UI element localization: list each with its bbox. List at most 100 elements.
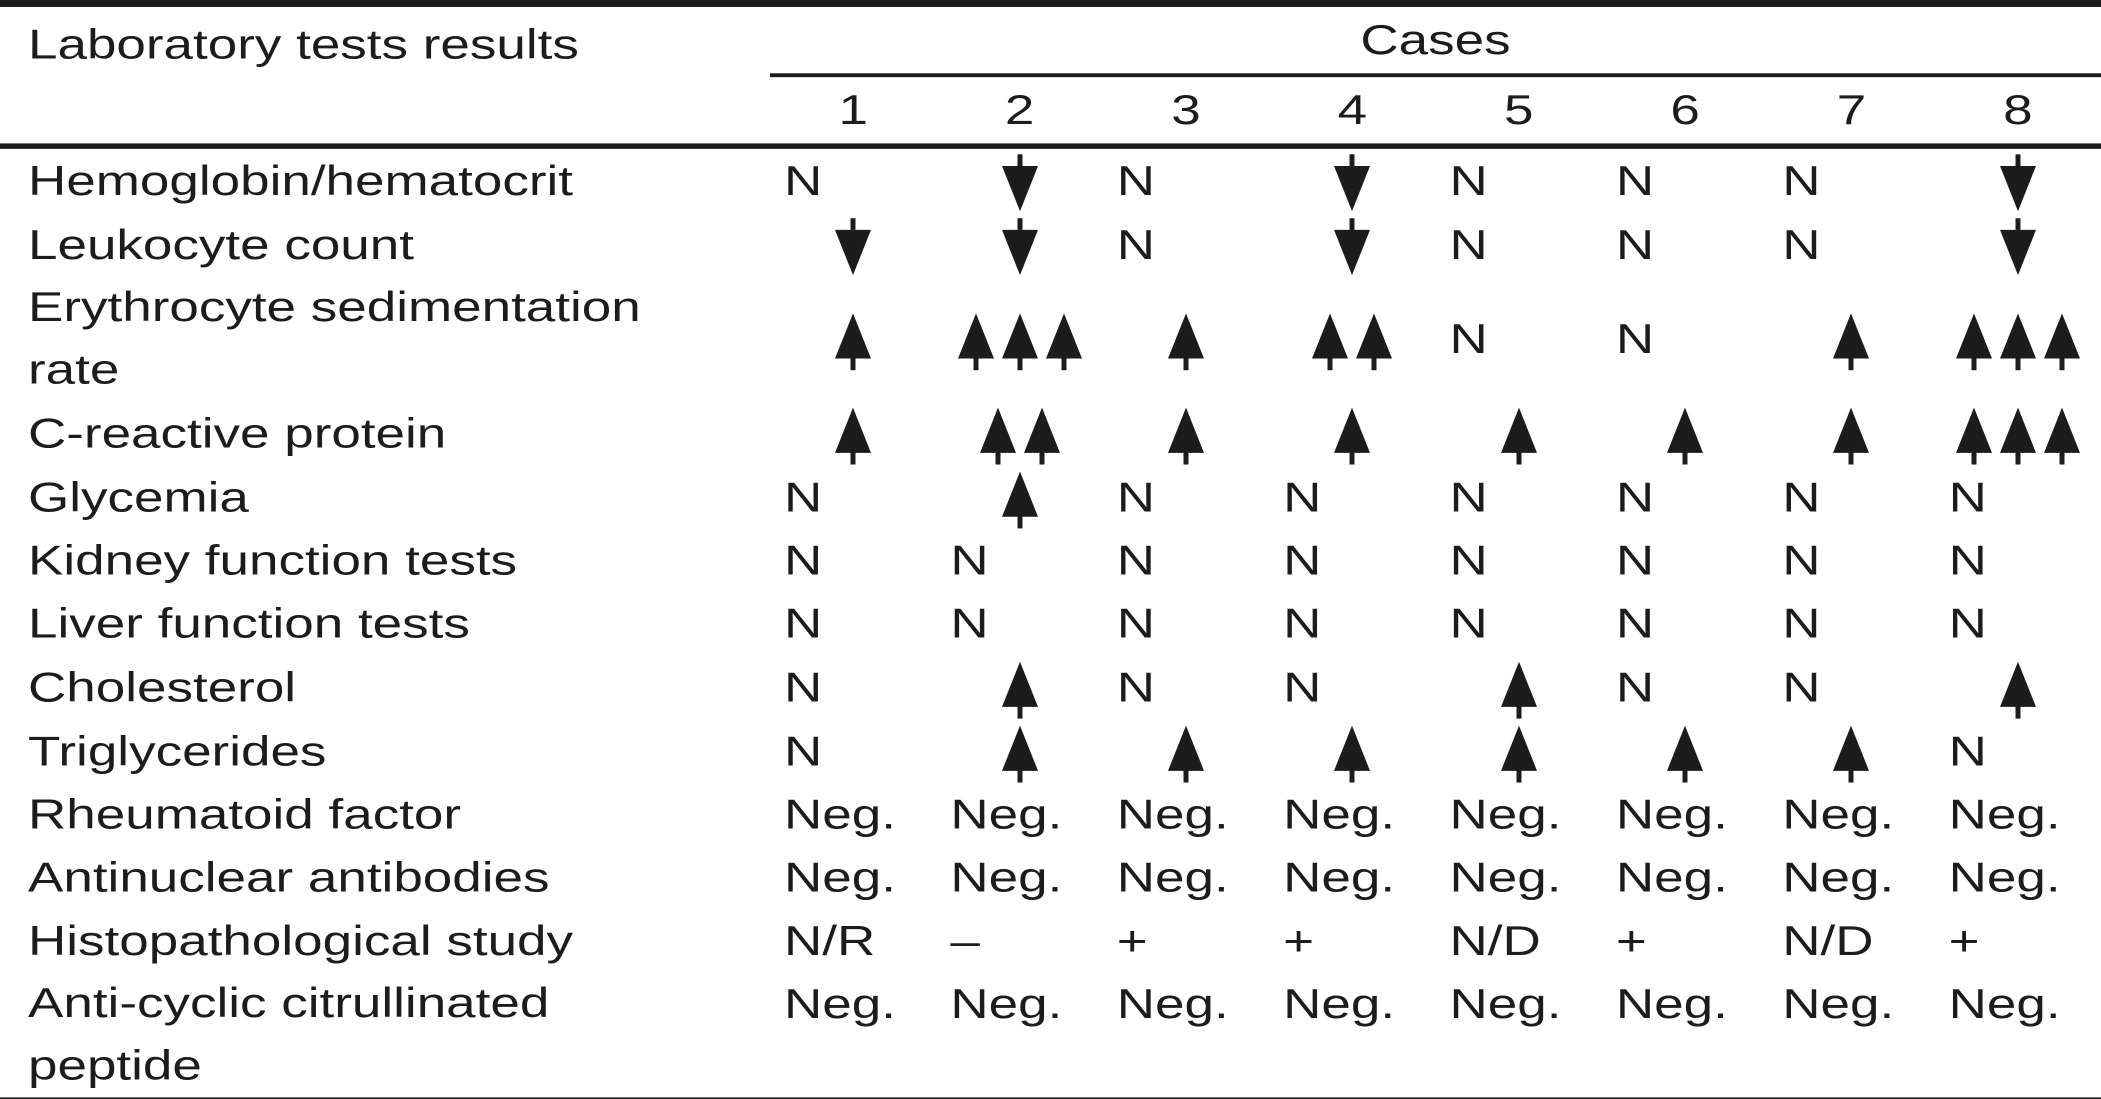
row-label: Hemoglobin/hematocrit bbox=[28, 157, 573, 204]
down-arrow-icon bbox=[1001, 218, 1038, 276]
case-value-cell: N bbox=[1782, 600, 1821, 647]
row-label-line: Erythrocyte sedimentation bbox=[28, 284, 641, 331]
case-number-header: 7 bbox=[1768, 75, 1935, 149]
case-value-cell bbox=[936, 146, 1102, 213]
arrow-run bbox=[1665, 724, 1705, 783]
up-arrow-icon bbox=[1833, 725, 1870, 783]
case-value-cell: N bbox=[1116, 474, 1156, 521]
case-value-cell: N bbox=[784, 600, 823, 647]
case-value-cell bbox=[1602, 719, 1768, 783]
row-label: Erythrocyte sedimentation rate bbox=[0, 277, 770, 402]
case-value-cell bbox=[770, 213, 936, 277]
case-value-cell: Neg. bbox=[1116, 791, 1229, 838]
case-value-cell: – bbox=[950, 918, 980, 965]
case-value-cell: N bbox=[1948, 728, 1987, 775]
row-label: Anti-cyclic citrullinated peptide bbox=[0, 973, 770, 1099]
case-value-cell: N bbox=[1283, 537, 1322, 584]
case-value-cell: Neg. bbox=[1948, 791, 2061, 838]
up-arrow-icon bbox=[1500, 661, 1537, 719]
case-value-cell: Neg. bbox=[1116, 981, 1229, 1028]
case-value-cell: Neg. bbox=[1116, 855, 1229, 901]
table-row: Leukocyte count N N N N bbox=[0, 213, 2101, 277]
up-arrow-icon bbox=[1999, 313, 2036, 371]
up-arrow-icon bbox=[957, 313, 994, 371]
case-value-cell bbox=[1935, 277, 2101, 402]
case-value-cell: N bbox=[1449, 316, 1488, 363]
case-value-cell bbox=[1269, 213, 1435, 277]
row-label: Liver function tests bbox=[28, 600, 470, 647]
case-value-cell: Neg. bbox=[1615, 981, 1728, 1028]
arrow-run bbox=[1332, 724, 1372, 783]
case-value-cell bbox=[936, 719, 1102, 783]
case-value-cell bbox=[1269, 719, 1435, 783]
case-number-header: 6 bbox=[1601, 75, 1769, 149]
up-arrow-icon bbox=[835, 313, 872, 371]
case-value-cell: + bbox=[1948, 918, 1980, 965]
case-value-cell: Neg. bbox=[950, 855, 1063, 901]
arrow-run bbox=[1831, 312, 1871, 371]
up-arrow-icon bbox=[1001, 725, 1038, 783]
up-arrow-icon bbox=[1955, 407, 1992, 465]
case-value-cell bbox=[1935, 655, 2101, 719]
up-arrow-icon bbox=[1500, 407, 1537, 465]
case-value-cell: Neg. bbox=[784, 855, 896, 901]
row-label: Antinuclear antibodies bbox=[28, 855, 550, 901]
case-value-cell bbox=[1436, 655, 1602, 719]
case-value-cell bbox=[1269, 401, 1435, 465]
case-value-cell: N bbox=[1449, 600, 1488, 647]
down-arrow-icon bbox=[1334, 218, 1371, 276]
down-arrow-icon bbox=[1999, 154, 2036, 212]
case-value-cell: Neg. bbox=[1948, 855, 2061, 901]
case-value-cell: N bbox=[1615, 221, 1655, 268]
case-value-cell: N bbox=[1283, 600, 1322, 647]
row-label-line: rate bbox=[28, 346, 120, 393]
case-value-cell bbox=[1103, 401, 1269, 465]
arrow-run bbox=[978, 406, 1062, 465]
case-number-header: 2 bbox=[936, 75, 1103, 149]
case-value-cell bbox=[936, 401, 1102, 465]
up-arrow-icon bbox=[1334, 407, 1371, 465]
case-value-cell bbox=[1103, 277, 1269, 402]
up-arrow-icon bbox=[1833, 407, 1870, 465]
case-value-cell: N bbox=[1948, 537, 1987, 584]
up-arrow-icon bbox=[1023, 407, 1060, 465]
case-value-cell: N bbox=[1116, 600, 1156, 647]
table-row: Rheumatoid factor Neg. Neg. Neg. Neg. Neg. Neg… bbox=[0, 783, 2101, 846]
case-number-header: 3 bbox=[1102, 75, 1270, 149]
arrow-run bbox=[1166, 312, 1206, 371]
row-label: Histopathological study bbox=[28, 918, 574, 965]
down-arrow-icon bbox=[1001, 154, 1038, 212]
up-arrow-icon bbox=[979, 407, 1016, 465]
down-arrow-icon bbox=[1999, 218, 2036, 276]
case-value-cell: N bbox=[1615, 316, 1655, 363]
case-value-cell: N bbox=[950, 600, 989, 647]
arrow-run bbox=[1000, 724, 1040, 783]
up-arrow-icon bbox=[1667, 407, 1704, 465]
arrow-run bbox=[1000, 660, 1040, 719]
up-arrow-icon bbox=[1999, 407, 2036, 465]
arrow-run bbox=[1954, 406, 2082, 465]
row-label: C-reactive protein bbox=[28, 410, 447, 457]
case-value-cell: N bbox=[1283, 474, 1322, 521]
down-arrow-icon bbox=[1334, 154, 1371, 212]
case-value-cell: Neg. bbox=[784, 981, 896, 1028]
case-number-header: 4 bbox=[1269, 75, 1436, 149]
table-row: C-reactive protein bbox=[0, 401, 2101, 465]
case-value-cell: + bbox=[1283, 918, 1315, 965]
row-label: Kidney function tests bbox=[28, 537, 518, 584]
arrow-run bbox=[1998, 660, 2038, 719]
case-value-cell: N bbox=[1116, 664, 1156, 711]
up-arrow-icon bbox=[1167, 725, 1204, 783]
table-row: Histopathological study N/R – + + N/D + N/D + bbox=[0, 910, 2101, 973]
arrow-run bbox=[1499, 724, 1539, 783]
up-arrow-icon bbox=[1001, 313, 1038, 371]
case-value-cell: N bbox=[1782, 157, 1821, 204]
case-value-cell: N bbox=[1615, 474, 1655, 521]
up-arrow-icon bbox=[2043, 313, 2080, 371]
case-value-cell bbox=[1935, 401, 2101, 465]
arrow-run bbox=[833, 312, 873, 371]
up-arrow-icon bbox=[1955, 313, 1992, 371]
up-arrow-icon bbox=[1500, 725, 1537, 783]
